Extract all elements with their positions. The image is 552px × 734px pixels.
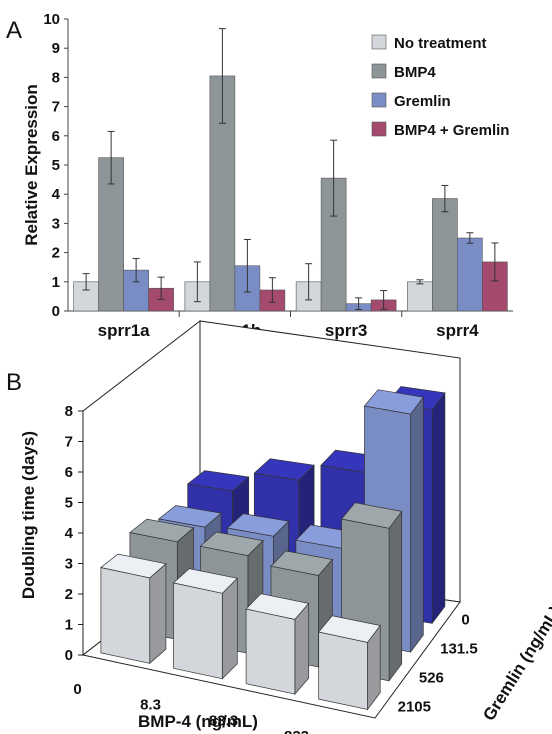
bar-top xyxy=(245,593,310,620)
legend-swatch xyxy=(371,63,387,79)
bar-top xyxy=(270,550,333,576)
depth-axis-label: Gremlin (ng/mL) xyxy=(479,603,552,724)
panel-label-b: B xyxy=(6,369,22,396)
y-tick-label: 6 xyxy=(65,464,73,481)
bar xyxy=(318,631,368,710)
y-tick-label: 3 xyxy=(52,215,60,232)
y-tick-label: 8 xyxy=(52,69,60,86)
y-tick-label: 0 xyxy=(65,647,73,664)
y-tick-label: 6 xyxy=(52,128,60,145)
bar-top xyxy=(340,502,403,529)
legend-label: Gremlin xyxy=(394,93,451,110)
depth-tick-label: 526 xyxy=(419,670,444,687)
x-tick-label: 833 xyxy=(284,728,309,734)
depth-tick-label: 2105 xyxy=(398,699,431,716)
bar-top xyxy=(172,568,239,594)
x-axis-label: BMP-4 (ng/mL) xyxy=(138,712,258,731)
legend-label: BMP4 xyxy=(394,64,436,81)
bar xyxy=(173,582,223,680)
bar xyxy=(100,567,151,664)
chart-panel-a: 0 1 2 3 4 5 6 7 8 9 10 Relative Expression sprr1a spr… xyxy=(22,11,513,340)
bar-side xyxy=(410,396,424,654)
bar-top xyxy=(186,470,250,492)
bar-top xyxy=(199,531,264,556)
bar-top xyxy=(318,615,381,643)
y-tick-label: 0 xyxy=(52,303,60,320)
bar xyxy=(245,608,296,695)
y-tick-label: 8 xyxy=(65,403,73,420)
y-tick-label: 10 xyxy=(43,11,60,28)
x-tick-label: 83.3 xyxy=(209,712,238,729)
y-tick-label: 9 xyxy=(52,40,60,57)
legend-label: No treatment xyxy=(394,35,487,52)
depth-tick-label: 131.5 xyxy=(440,641,478,658)
bar-top xyxy=(129,518,195,543)
y-tick-label: 2 xyxy=(65,586,73,603)
legend-swatch xyxy=(371,34,387,50)
y-tick-label: 7 xyxy=(65,434,73,451)
y-tick-label: 4 xyxy=(65,525,74,542)
y-tick-label: 3 xyxy=(65,556,73,573)
bar xyxy=(457,237,483,312)
bar-top xyxy=(100,553,167,579)
x-tick-label: 0 xyxy=(73,681,81,698)
bar-side xyxy=(388,510,403,682)
bar-side xyxy=(221,577,238,680)
y-tick-label: 7 xyxy=(52,99,60,116)
x-tick-label: sprr4 xyxy=(436,321,479,340)
depth-tick-label: 0 xyxy=(461,612,469,629)
legend-swatch xyxy=(371,92,387,108)
bar-top xyxy=(157,505,222,528)
bar-top xyxy=(253,458,315,481)
y-tick-label: 4 xyxy=(52,186,61,203)
x-tick-label: 8.3 xyxy=(140,697,161,714)
legend-swatch xyxy=(371,121,387,137)
bar-side xyxy=(149,563,167,665)
x-tick-label: sprr1a xyxy=(98,321,151,340)
y-tick-label: 5 xyxy=(52,157,60,174)
bar-side xyxy=(431,391,446,625)
y-tick-label: 2 xyxy=(52,245,60,262)
bar xyxy=(482,261,508,312)
bar-top xyxy=(226,513,290,537)
y-tick-label: 5 xyxy=(65,495,73,512)
chart-panel-b: 0 1 2 3 4 5 6 7 8 Doubling time (days) 0 8.3 83.3 833… xyxy=(19,319,552,734)
bar-top xyxy=(363,389,424,415)
y-axis-label: Doubling time (days) xyxy=(19,431,38,599)
legend-label: BMP4 + Gremlin xyxy=(394,122,509,139)
bar xyxy=(407,281,433,312)
y-tick-label: 1 xyxy=(52,274,60,291)
x-tick-label: sprr3 xyxy=(325,321,368,340)
bar xyxy=(432,198,458,312)
panel-label-a: A xyxy=(6,17,22,44)
y-axis-label: Relative Expression xyxy=(22,84,41,246)
y-tick-label: 1 xyxy=(65,617,73,634)
